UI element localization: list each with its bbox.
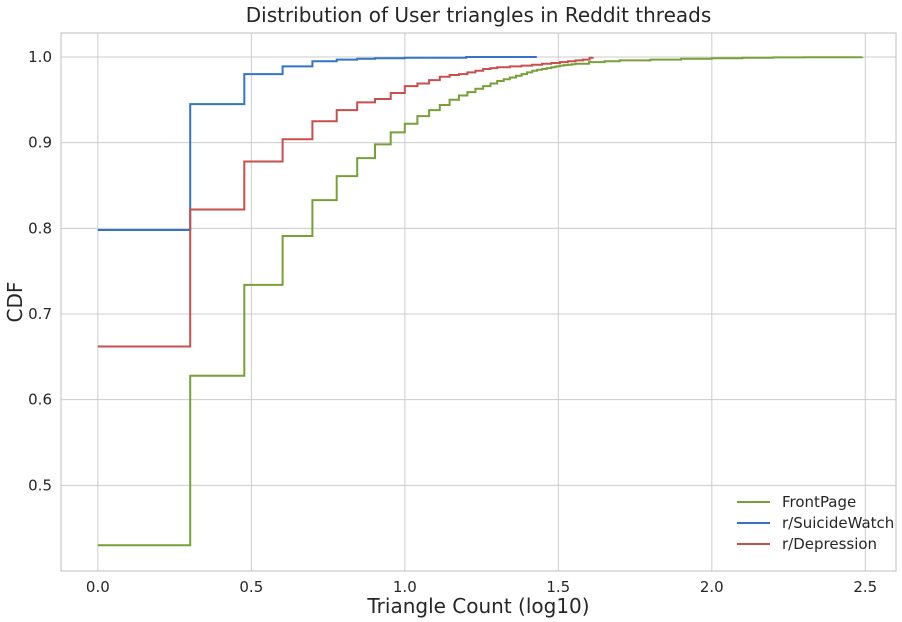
y-axis-label: CDF [3, 282, 27, 323]
legend-entry-label: r/SuicideWatch [782, 514, 894, 532]
tick-labels: 0.0 0.5 1.0 1.5 2.0 2.5 0.5 0.6 0.7 0.8 0.9 1.0 [28, 48, 877, 596]
x-tick-label: 1.5 [546, 578, 570, 596]
series-lines [97, 56, 864, 547]
legend-entry-label: FrontPage [782, 493, 856, 511]
x-tick-label: 2.5 [853, 578, 877, 596]
series-line-1 [97, 56, 537, 231]
series-line-2 [97, 56, 594, 348]
x-tick-label: 2.0 [700, 578, 724, 596]
y-tick-label: 0.9 [28, 134, 52, 152]
x-axis-label: Triangle Count (log10) [366, 594, 589, 618]
y-tick-label: 0.6 [28, 391, 52, 409]
y-tick-label: 0.7 [28, 305, 52, 323]
y-tick-label: 0.5 [28, 476, 52, 494]
x-tick-label: 0.5 [239, 578, 263, 596]
chart-title: Distribution of User triangles in Reddit… [246, 3, 712, 27]
grid [61, 33, 896, 571]
legend: FrontPage r/SuicideWatch r/Depression [737, 493, 894, 553]
plot-frame [60, 32, 897, 572]
y-tick-label: 0.8 [28, 219, 52, 237]
x-tick-label: 0.0 [86, 578, 110, 596]
series-line-0 [97, 56, 864, 547]
x-tick-label: 1.0 [393, 578, 417, 596]
legend-entry-label: r/Depression [782, 535, 877, 553]
y-tick-label: 1.0 [28, 48, 52, 66]
